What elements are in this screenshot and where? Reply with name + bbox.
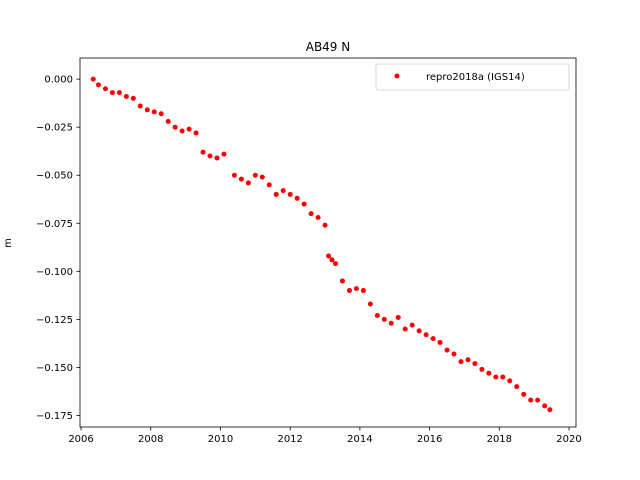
y-tick-label: −0.075 <box>36 219 73 230</box>
data-point <box>287 191 293 197</box>
data-point <box>137 103 143 109</box>
data-point <box>535 397 541 403</box>
x-axis: 2006 2008 2010 2012 2014 2016 2018 2020 <box>68 427 582 445</box>
data-point <box>451 351 457 357</box>
axes-frame <box>79 57 577 428</box>
data-point <box>186 126 192 132</box>
data-point <box>339 278 345 284</box>
chart-title: AB49 N <box>306 40 351 54</box>
x-tick-label: 2018 <box>487 434 512 445</box>
data-point <box>381 316 387 322</box>
data-point <box>374 313 380 319</box>
data-point <box>245 180 251 186</box>
y-tick-label: −0.175 <box>36 411 73 422</box>
legend-label: repro2018a (IGS14) <box>426 72 525 83</box>
y-tick-label: 0.000 <box>44 75 73 86</box>
data-point <box>528 397 534 403</box>
data-point <box>493 374 499 380</box>
data-point <box>266 182 272 188</box>
data-point <box>238 176 244 182</box>
x-tick-label: 2012 <box>277 434 302 445</box>
data-point <box>500 374 506 380</box>
y-tick-label: −0.025 <box>36 123 73 134</box>
legend: repro2018a (IGS14) <box>375 63 570 91</box>
data-point <box>332 261 338 267</box>
data-point <box>322 222 328 228</box>
plot-area <box>79 57 577 428</box>
data-point <box>326 253 332 259</box>
data-point <box>395 314 401 320</box>
data-point <box>151 109 157 115</box>
data-point <box>221 151 227 157</box>
data-point <box>430 336 436 342</box>
data-point <box>547 407 553 413</box>
data-point <box>200 149 206 155</box>
data-point <box>521 391 527 397</box>
data-point <box>193 130 199 136</box>
data-point <box>416 328 422 334</box>
data-point <box>353 286 359 292</box>
data-point <box>179 128 185 134</box>
y-tick-label: −0.125 <box>36 315 73 326</box>
data-point <box>329 257 335 263</box>
y-axis: 0.000 −0.025 −0.050 −0.075 −0.100 −0.125 −0.15… <box>36 75 80 422</box>
data-point <box>301 201 307 207</box>
data-point <box>158 111 164 117</box>
data-point <box>437 339 443 345</box>
x-tick-label: 2014 <box>347 434 372 445</box>
data-point <box>231 172 237 178</box>
data-point <box>207 153 213 159</box>
x-tick-label: 2010 <box>208 434 233 445</box>
data-point <box>144 107 150 113</box>
data-point <box>165 118 171 124</box>
data-point <box>252 172 258 178</box>
data-point <box>542 403 548 409</box>
data-point <box>315 215 321 221</box>
data-point <box>458 359 464 365</box>
data-point <box>444 347 450 353</box>
data-point <box>280 188 286 194</box>
x-tick-label: 2006 <box>68 434 93 445</box>
x-tick-label: 2020 <box>556 434 581 445</box>
x-tick-label: 2016 <box>417 434 442 445</box>
y-tick-label: −0.100 <box>36 267 73 278</box>
data-point <box>102 86 108 92</box>
data-point <box>472 361 478 367</box>
data-point <box>507 378 513 384</box>
legend-box <box>375 63 570 91</box>
data-point <box>514 384 520 390</box>
data-point <box>123 93 129 99</box>
y-tick-label: −0.150 <box>36 363 73 374</box>
data-point <box>116 90 122 96</box>
data-point <box>308 211 314 217</box>
data-point <box>95 82 101 88</box>
data-point <box>367 301 373 307</box>
x-tick-label: 2008 <box>138 434 163 445</box>
data-point <box>294 195 300 201</box>
data-points <box>90 76 553 413</box>
data-point <box>479 366 485 372</box>
data-point <box>409 322 415 328</box>
data-point <box>90 76 96 82</box>
data-point <box>465 357 471 363</box>
data-point <box>388 320 394 326</box>
y-tick-label: −0.050 <box>36 171 73 182</box>
data-point <box>402 326 408 332</box>
y-axis-label: m <box>3 238 14 248</box>
data-point <box>259 174 265 180</box>
data-point <box>346 288 352 294</box>
data-point <box>172 124 178 130</box>
data-point <box>130 95 136 101</box>
data-point <box>486 370 492 376</box>
data-point <box>273 191 279 197</box>
data-point <box>423 332 429 338</box>
data-point <box>109 90 115 96</box>
data-point <box>360 288 366 294</box>
data-point <box>214 155 220 161</box>
legend-marker <box>394 73 400 79</box>
